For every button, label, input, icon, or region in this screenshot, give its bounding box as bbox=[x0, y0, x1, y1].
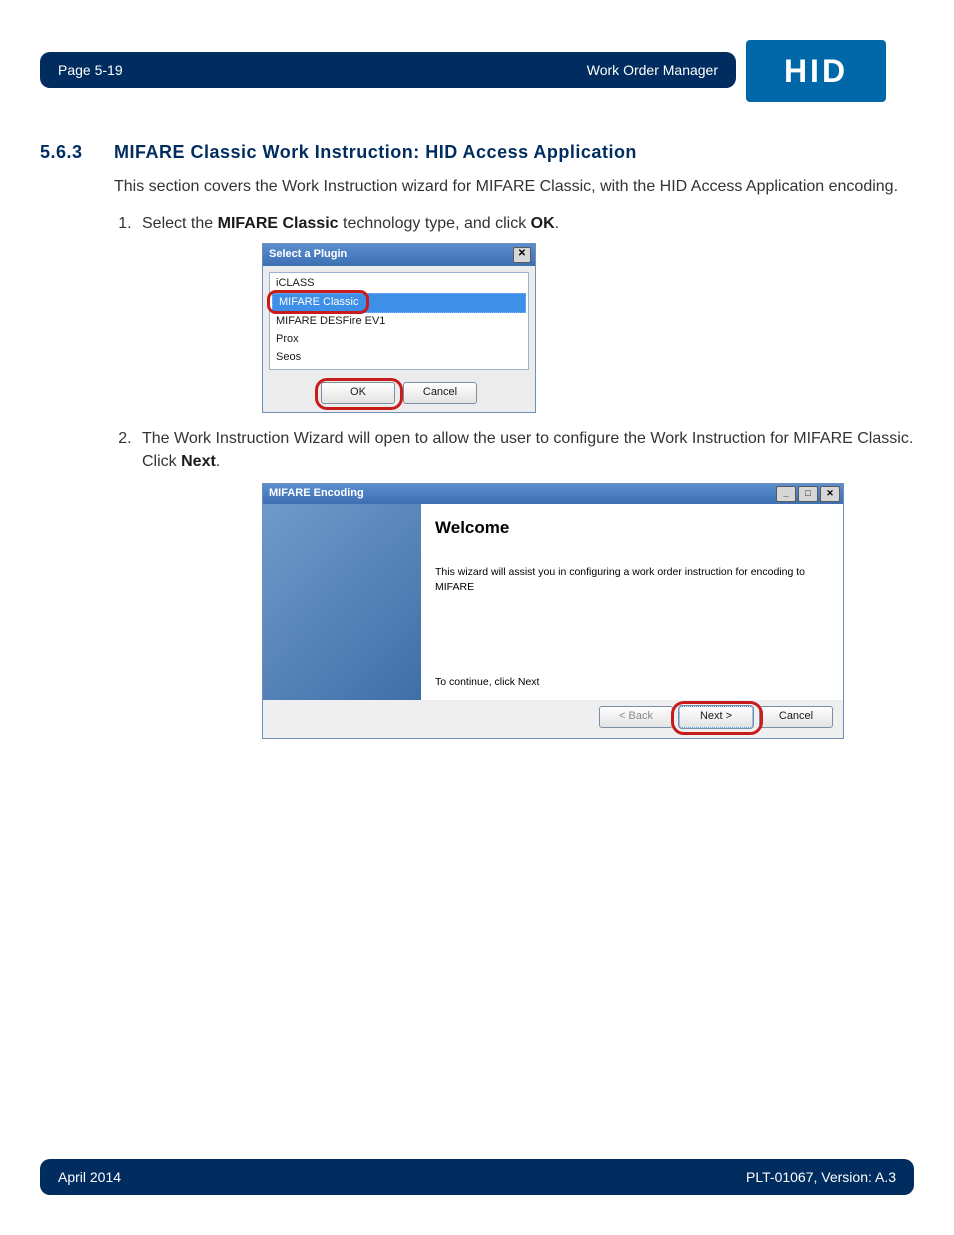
close-icon[interactable]: ✕ bbox=[513, 247, 531, 263]
footer-date: April 2014 bbox=[58, 1169, 121, 1185]
section-intro: This section covers the Work Instruction… bbox=[114, 175, 914, 198]
section-title: MIFARE Classic Work Instruction: HID Acc… bbox=[114, 142, 637, 163]
wizard-continue-text: To continue, click Next bbox=[435, 675, 539, 690]
step-1-text-c: . bbox=[555, 215, 559, 232]
section-number: 5.6.3 bbox=[40, 142, 96, 163]
plugin-item-seos[interactable]: Seos bbox=[270, 349, 528, 367]
select-plugin-dialog: Select a Plugin ✕ iCLASS MIFARE Classic … bbox=[262, 243, 536, 413]
step-1-bold-b: OK bbox=[531, 215, 555, 232]
minimize-icon[interactable]: _ bbox=[776, 486, 796, 502]
step-1-bold-a: MIFARE Classic bbox=[218, 215, 339, 232]
close-icon[interactable]: ✕ bbox=[820, 486, 840, 502]
cancel-button[interactable]: Cancel bbox=[759, 706, 833, 728]
highlight-circle-icon bbox=[267, 290, 369, 314]
highlight-circle-icon bbox=[671, 701, 763, 735]
step-2-text-a: The Work Instruction Wizard will open to… bbox=[142, 430, 913, 470]
maximize-icon[interactable]: □ bbox=[798, 486, 818, 502]
wizard-content: Welcome This wizard will assist you in c… bbox=[421, 504, 843, 700]
cancel-button[interactable]: Cancel bbox=[403, 382, 477, 404]
select-plugin-title: Select a Plugin bbox=[269, 247, 347, 263]
step-2-bold-a: Next bbox=[181, 453, 216, 470]
plugin-list[interactable]: iCLASS MIFARE Classic MIFARE DESFire EV1… bbox=[269, 272, 529, 370]
step-2: The Work Instruction Wizard will open to… bbox=[136, 427, 914, 739]
footer-docid: PLT-01067, Version: A.3 bbox=[746, 1169, 896, 1185]
wizard-heading: Welcome bbox=[435, 516, 829, 541]
mifare-encoding-wizard: MIFARE Encoding _ □ ✕ Welcome This wizar… bbox=[262, 483, 844, 739]
page-footer-bar: April 2014 PLT-01067, Version: A.3 bbox=[40, 1159, 914, 1195]
select-plugin-titlebar: Select a Plugin ✕ bbox=[263, 244, 535, 266]
wizard-description: This wizard will assist you in configuri… bbox=[435, 565, 829, 595]
step-2-text-b: . bbox=[216, 453, 220, 470]
page-number: Page 5-19 bbox=[58, 62, 123, 78]
step-1-text-b: technology type, and click bbox=[339, 215, 531, 232]
wizard-side-panel bbox=[263, 504, 421, 700]
doc-section-title: Work Order Manager bbox=[587, 62, 718, 78]
logo-text: HID bbox=[784, 53, 848, 90]
section-heading: 5.6.3 MIFARE Classic Work Instruction: H… bbox=[40, 142, 914, 163]
plugin-item-prox[interactable]: Prox bbox=[270, 331, 528, 349]
highlight-circle-icon bbox=[315, 378, 403, 410]
hid-logo: HID bbox=[746, 40, 886, 102]
back-button[interactable]: < Back bbox=[599, 706, 673, 728]
plugin-item-mifare-desfire[interactable]: MIFARE DESFire EV1 bbox=[270, 313, 528, 331]
wizard-title: MIFARE Encoding bbox=[269, 486, 364, 502]
plugin-dialog-buttons: OK Cancel bbox=[263, 376, 535, 412]
wizard-footer: < Back Next > Cancel bbox=[263, 700, 843, 738]
plugin-item-mifare-classic[interactable]: MIFARE Classic bbox=[272, 293, 526, 313]
page-header-bar: Page 5-19 Work Order Manager bbox=[40, 52, 736, 88]
step-1: Select the MIFARE Classic technology typ… bbox=[136, 212, 914, 413]
wizard-titlebar: MIFARE Encoding _ □ ✕ bbox=[263, 484, 843, 504]
step-1-text-a: Select the bbox=[142, 215, 218, 232]
